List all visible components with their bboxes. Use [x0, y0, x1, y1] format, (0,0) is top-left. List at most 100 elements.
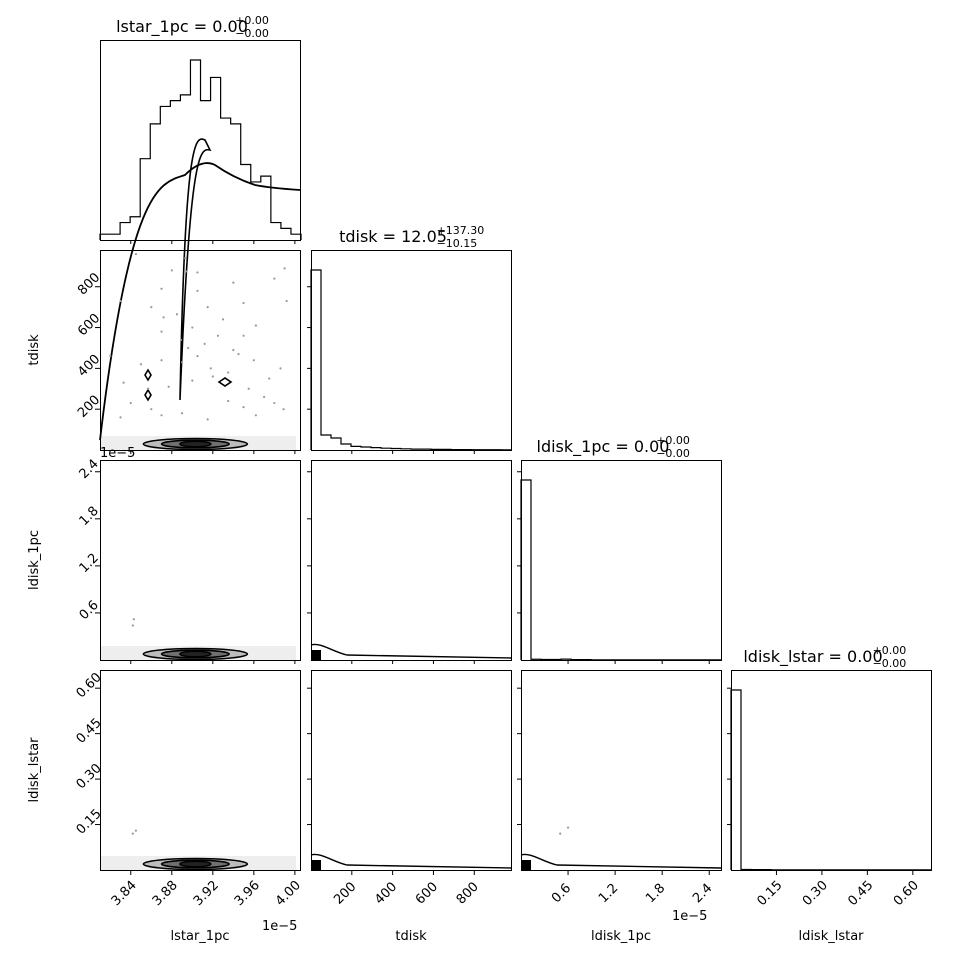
x-tick-label: 400 — [372, 879, 400, 907]
y-tick-label: 1.2 — [77, 551, 102, 576]
scatter-point — [180, 412, 184, 415]
panel-frame-3-2 — [521, 670, 722, 871]
y-axis-title-ldisk_1pc: ldisk_1pc — [27, 530, 42, 590]
panel-frames-layer — [100, 40, 932, 871]
scatter-point — [162, 316, 165, 319]
panel-frame-3-0 — [100, 670, 301, 871]
scatter-point — [206, 418, 209, 421]
y-tick-label: 400 — [75, 352, 103, 380]
scatter-point — [242, 406, 245, 409]
scatter-point — [191, 379, 194, 382]
panel-3-0-contour-inner — [179, 860, 212, 868]
scatter-point — [196, 271, 199, 274]
scatter-point — [285, 299, 288, 303]
x-tick-label: 0.15 — [754, 878, 785, 909]
scatter-point — [254, 414, 257, 417]
scatter-point — [122, 381, 125, 384]
scatter-point — [242, 301, 245, 305]
scatter-point — [279, 367, 282, 370]
x-tick-label: 200 — [331, 879, 359, 907]
scatter-point — [185, 270, 188, 273]
panel-2-1-contour — [310, 643, 512, 659]
panel-title-text: ldisk_lstar = 0.00 — [743, 647, 882, 667]
panel-title-text: lstar_1pc = 0.00 — [116, 17, 248, 37]
panel-title-plus: +137.30 — [437, 224, 485, 237]
panel-title-lstar_1pc: lstar_1pc = 0.00+0.00−0.00 — [116, 14, 269, 40]
scatter-point — [232, 281, 235, 284]
panel-title-minus: −0.00 — [656, 447, 690, 460]
scatter-point — [187, 346, 190, 350]
scatter-point — [206, 306, 209, 309]
panel-frame-2-1 — [311, 460, 512, 661]
panel-title-minus: −0.00 — [235, 27, 269, 40]
scatter-point — [196, 355, 199, 358]
panel-title-minus: −0.00 — [873, 657, 907, 670]
y-tick-label: 200 — [75, 393, 103, 421]
scatter-point — [232, 348, 235, 352]
scatter-point — [160, 359, 163, 362]
panel-2-1-core — [311, 650, 321, 660]
x-tick-label: 1.8 — [643, 881, 668, 906]
scatter-point — [242, 334, 245, 337]
scatter-point — [282, 408, 285, 411]
scatter-point — [131, 624, 134, 627]
tdisk-lstar-contour-low — [99, 162, 301, 441]
scatter-point — [221, 318, 225, 321]
scatter-point — [184, 257, 187, 260]
text-layer: 3.84 3.88 3.92 3.96 4.00 200 400 600 800 0.6 1.2 1.… — [27, 14, 922, 944]
x-tick-label: 0.60 — [891, 878, 922, 909]
x-tick-label: 3.96 — [232, 878, 263, 909]
panel-title-plus: +0.00 — [873, 644, 907, 657]
scatter-point — [150, 408, 153, 411]
scatter-point — [209, 367, 212, 370]
panel-frame-0-0 — [100, 40, 301, 241]
scatter-point — [216, 334, 220, 337]
density-fill-layer — [100, 436, 531, 871]
scatter-point — [247, 387, 250, 390]
panel-title-plus: +0.00 — [656, 434, 690, 447]
scatter-point — [211, 375, 214, 378]
panel-frame-2-2 — [521, 460, 722, 661]
scatter-point — [566, 826, 570, 829]
scatter-point — [180, 361, 184, 364]
panel-title-ldisk_1pc: ldisk_1pc = 0.00+0.00−0.00 — [537, 434, 690, 460]
panel-1-0-contour-inner — [179, 440, 212, 448]
scatter-point — [160, 414, 163, 417]
x-tick-label: 2.4 — [690, 881, 715, 906]
scatter-point — [179, 338, 183, 341]
scatter-point — [283, 267, 286, 270]
y-tick-label: 2.4 — [77, 457, 102, 482]
scatter-point — [268, 377, 271, 380]
scatter-point — [119, 299, 122, 303]
y-tick-label: 1.8 — [77, 504, 102, 529]
panel-3-2-contour — [520, 853, 722, 869]
scatter-point — [254, 324, 257, 327]
scatter-point — [203, 342, 206, 345]
scatter-point — [167, 385, 170, 388]
x-tick-label: 0.45 — [845, 878, 876, 909]
panel-title-tdisk: tdisk = 12.05+137.30−10.15 — [339, 224, 484, 250]
scatter-point — [129, 401, 132, 405]
scatter-point — [134, 252, 137, 256]
tdisk-lstar-contour-small1 — [144, 368, 152, 382]
scatter-point — [559, 832, 562, 835]
scatter-point — [131, 832, 134, 835]
scatter-point — [132, 618, 135, 621]
scatter-point — [134, 829, 137, 832]
scatter-point — [160, 330, 163, 333]
marks-layer — [95, 59, 932, 875]
scatter-point — [196, 289, 199, 292]
panel-3-2-core — [521, 860, 531, 870]
scatter-point — [119, 416, 122, 419]
y-tick-label: 0.6 — [77, 598, 102, 623]
scatter-point — [175, 313, 179, 316]
y-tick-label: 800 — [75, 270, 103, 298]
offset-text: 1e−5 — [100, 446, 135, 461]
tdisk-lstar-contour-mid — [179, 138, 212, 401]
panel-frame-3-1 — [311, 670, 512, 871]
scatter-point — [237, 352, 240, 356]
y-tick-label: 600 — [75, 311, 103, 339]
histogram-ldisk_lstar — [730, 689, 932, 871]
scatter-point — [109, 355, 112, 358]
